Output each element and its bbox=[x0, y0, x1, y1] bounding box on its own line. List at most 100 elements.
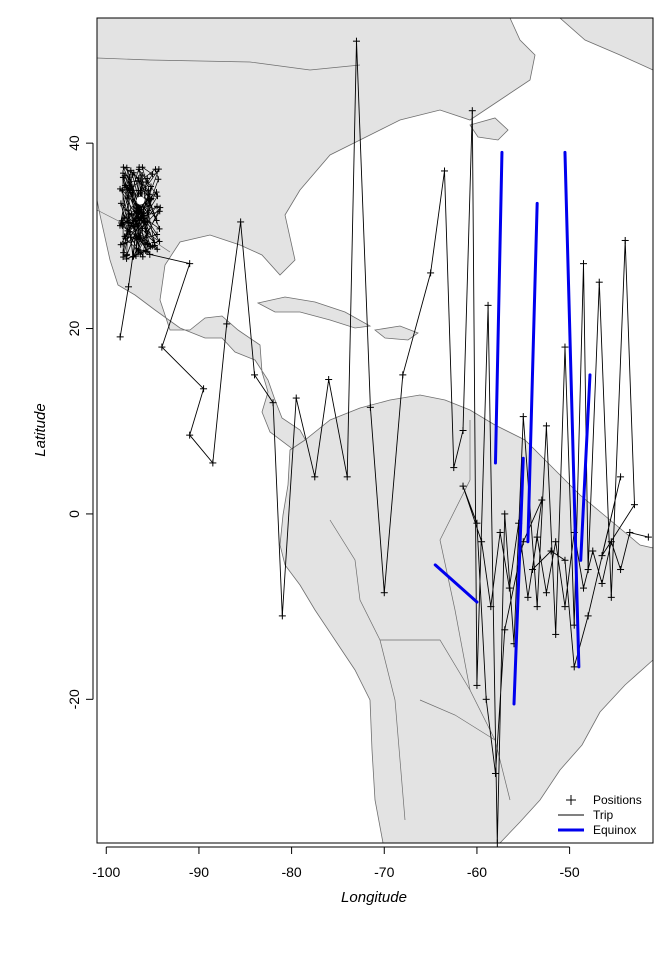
x-tick-label: -50 bbox=[559, 864, 579, 880]
cluster-position-marker bbox=[126, 179, 133, 186]
position-marker bbox=[473, 681, 481, 689]
cluster-position-marker bbox=[136, 234, 143, 241]
y-axis: -20 0 20 40 bbox=[66, 135, 94, 709]
legend: Positions Trip Equinox bbox=[558, 793, 642, 837]
cluster-position-marker bbox=[137, 214, 144, 221]
x-tick-label: -70 bbox=[374, 864, 394, 880]
x-tick-label: -90 bbox=[189, 864, 209, 880]
position-marker bbox=[468, 107, 476, 115]
position-marker bbox=[561, 343, 569, 351]
equinox-segment bbox=[526, 201, 539, 544]
y-tick-label: 0 bbox=[66, 510, 82, 518]
position-marker bbox=[595, 278, 603, 286]
position-marker bbox=[484, 301, 492, 309]
cluster-position-marker bbox=[133, 208, 140, 215]
north-america-land bbox=[96, 17, 536, 461]
y-tick-label: 20 bbox=[66, 321, 82, 337]
cluster-position-marker bbox=[117, 241, 124, 248]
position-marker bbox=[533, 603, 541, 611]
cluster-position-marker bbox=[146, 191, 153, 198]
cluster-position-marker bbox=[127, 222, 134, 229]
cluster-position-marker bbox=[128, 210, 135, 217]
origin-marker bbox=[136, 196, 145, 205]
position-marker bbox=[459, 427, 467, 434]
cluster-position-marker bbox=[154, 231, 161, 238]
position-marker bbox=[200, 385, 208, 393]
cluster-position-marker bbox=[120, 164, 127, 171]
cluster-position-marker bbox=[139, 172, 146, 179]
legend-equinox-label: Equinox bbox=[593, 823, 636, 837]
position-marker bbox=[482, 695, 490, 703]
position-marker bbox=[561, 603, 569, 611]
cluster-position-marker bbox=[144, 209, 151, 216]
legend-item-positions: Positions bbox=[566, 793, 642, 807]
cluster-position-marker bbox=[139, 253, 146, 260]
position-marker bbox=[570, 663, 578, 671]
y-axis-title: Latitude bbox=[32, 403, 49, 456]
position-marker bbox=[269, 399, 277, 407]
cluster-position-marker bbox=[142, 248, 149, 255]
position-marker bbox=[237, 218, 245, 226]
x-axis: -100 -90 -80 -70 -60 -50 bbox=[92, 846, 580, 880]
usa-mexico-border bbox=[96, 209, 171, 253]
equinox-series bbox=[433, 150, 592, 706]
position-marker bbox=[158, 343, 166, 351]
cluster-position-marker bbox=[117, 200, 124, 207]
cluster-position-marker bbox=[121, 214, 128, 221]
cluster-position-marker bbox=[135, 249, 142, 256]
y-tick-label: 40 bbox=[66, 135, 82, 151]
cluster-position-marker bbox=[144, 248, 151, 255]
cluster-position-marker bbox=[149, 171, 156, 178]
position-marker bbox=[380, 589, 388, 597]
position-marker bbox=[501, 626, 509, 634]
position-marker bbox=[552, 538, 560, 546]
cluster-position-marker bbox=[136, 164, 143, 171]
position-marker bbox=[547, 547, 555, 555]
newfoundland-island bbox=[469, 117, 509, 141]
cluster-position-marker bbox=[135, 204, 142, 211]
legend-item-trip: Trip bbox=[558, 808, 614, 822]
position-marker bbox=[450, 464, 458, 472]
x-axis-title: Longitude bbox=[341, 889, 407, 906]
usa-canada-border bbox=[96, 57, 361, 71]
position-marker bbox=[459, 482, 467, 490]
position-marker bbox=[584, 612, 592, 620]
position-marker bbox=[644, 533, 652, 541]
cluster-position-marker bbox=[127, 234, 134, 241]
cluster-position-marker bbox=[144, 241, 151, 248]
cluster-position-marker bbox=[144, 175, 151, 182]
cluster-position-marker bbox=[157, 204, 164, 211]
cluster-position-marker bbox=[120, 249, 127, 256]
cluster-position-marker bbox=[144, 229, 151, 236]
position-marker bbox=[292, 394, 300, 402]
cluster-position-marker bbox=[123, 255, 130, 262]
cluster-position-marker bbox=[141, 212, 148, 219]
cluster-position-marker bbox=[132, 253, 139, 260]
cluster-position-marker bbox=[122, 235, 129, 242]
cluster-position-marker bbox=[118, 219, 125, 226]
cluster-position-marker bbox=[143, 179, 150, 186]
position-marker bbox=[589, 547, 597, 555]
x-tick-label: -60 bbox=[467, 864, 487, 880]
legend-positions-label: Positions bbox=[593, 793, 642, 807]
position-marker bbox=[223, 320, 231, 328]
position-marker bbox=[496, 528, 504, 536]
argentina-border bbox=[419, 699, 496, 741]
cluster-position-marker bbox=[139, 225, 146, 232]
x-tick-label: -100 bbox=[92, 864, 120, 880]
equinox-segment bbox=[512, 456, 525, 706]
cluster-position-marker bbox=[153, 217, 160, 224]
position-marker bbox=[209, 459, 217, 467]
cluster-position-marker bbox=[141, 219, 148, 226]
position-marker bbox=[630, 501, 638, 509]
equinox-segment bbox=[579, 373, 592, 562]
cluster-position-marker bbox=[145, 187, 152, 194]
cluster-position-marker bbox=[153, 203, 160, 210]
cluster-position-marker bbox=[137, 190, 144, 197]
cuba-island bbox=[256, 296, 372, 329]
position-marker bbox=[491, 769, 499, 777]
position-marker bbox=[607, 538, 615, 546]
position-marker bbox=[617, 473, 625, 481]
position-marker bbox=[538, 496, 546, 504]
trip-line bbox=[119, 41, 649, 844]
